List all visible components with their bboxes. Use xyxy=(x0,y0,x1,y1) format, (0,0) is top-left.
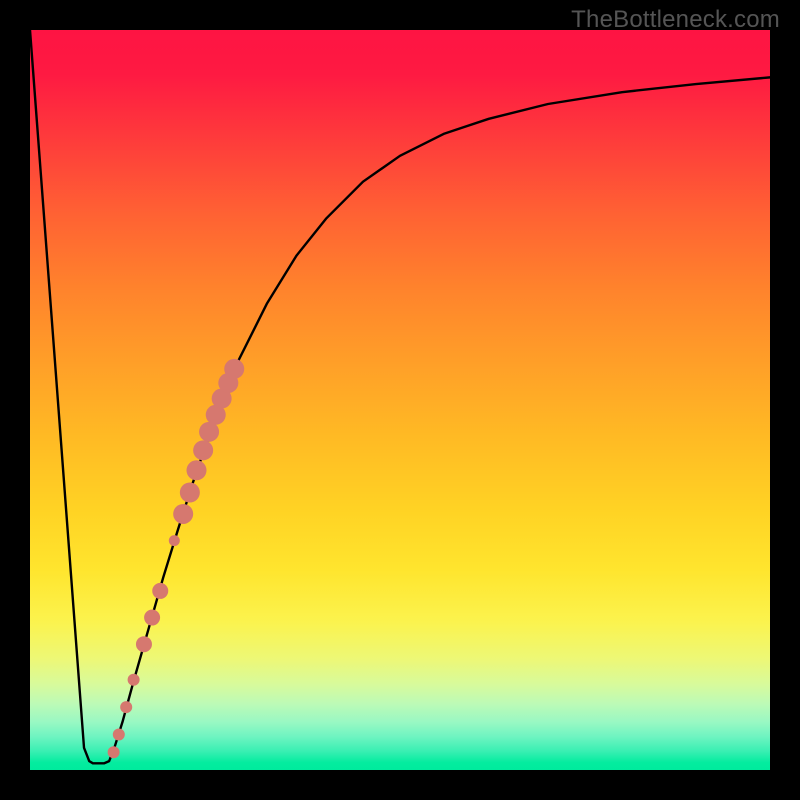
lower-dot xyxy=(120,701,132,713)
lower-dot xyxy=(108,746,120,758)
highlight-marker xyxy=(193,440,213,460)
highlight-marker xyxy=(199,422,219,442)
chart-svg xyxy=(0,0,800,800)
highlight-marker xyxy=(169,535,180,546)
highlight-marker xyxy=(152,583,168,599)
highlight-marker xyxy=(144,610,160,626)
highlight-marker xyxy=(180,483,200,503)
chart-frame: TheBottleneck.com xyxy=(0,0,800,800)
watermark-text: TheBottleneck.com xyxy=(571,6,780,34)
highlight-marker xyxy=(224,359,244,379)
lower-dot xyxy=(128,674,140,686)
highlight-marker xyxy=(187,460,207,480)
lower-dot xyxy=(113,728,125,740)
highlight-marker xyxy=(136,636,152,652)
highlight-marker xyxy=(173,504,193,524)
